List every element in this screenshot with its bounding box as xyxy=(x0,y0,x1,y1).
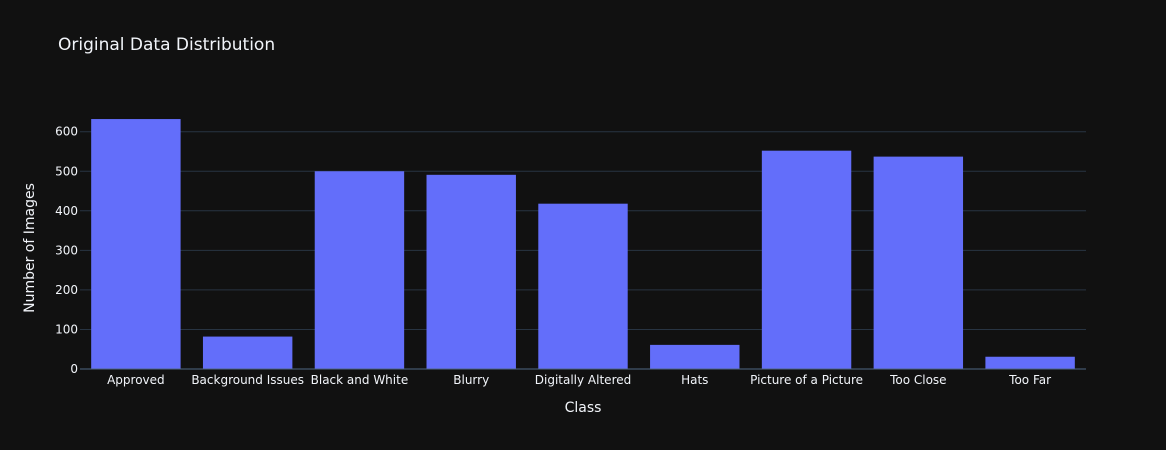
bar[interactable] xyxy=(91,119,181,370)
bar[interactable] xyxy=(761,150,852,369)
y-tick-label: 400 xyxy=(55,204,78,218)
x-tick-label: Picture of a Picture xyxy=(750,373,863,387)
bars-layer xyxy=(80,119,1086,370)
bar[interactable] xyxy=(873,156,964,369)
chart-title: Original Data Distribution xyxy=(58,35,275,55)
x-tick-label: Too Far xyxy=(1008,373,1051,387)
y-tick-label: 100 xyxy=(55,322,78,336)
x-tick-label: Hats xyxy=(681,373,708,387)
y-tick-label: 300 xyxy=(55,243,78,257)
x-tick-label: Approved xyxy=(107,373,165,387)
x-tick-label: Too Close xyxy=(889,373,946,387)
y-tick-label: 600 xyxy=(55,125,78,139)
y-tick-label: 0 xyxy=(70,362,78,376)
y-tick-label: 200 xyxy=(55,283,78,297)
bar[interactable] xyxy=(202,336,293,369)
bar[interactable] xyxy=(426,174,516,369)
bar[interactable] xyxy=(650,344,740,369)
bar[interactable] xyxy=(985,356,1075,369)
x-axis-title: Class xyxy=(565,400,602,416)
y-tick-label: 500 xyxy=(55,164,78,178)
x-tick-label: Digitally Altered xyxy=(535,373,631,387)
bar[interactable] xyxy=(538,203,628,369)
x-tick-label: Background Issues xyxy=(191,373,304,387)
y-tick-labels: 0 100 200 300 400 500 600 xyxy=(55,125,78,376)
y-axis-title: Number of Images xyxy=(22,183,38,313)
x-tick-label: Black and White xyxy=(311,373,409,387)
x-tick-labels: Approved Background Issues Black and White… xyxy=(107,373,1051,387)
x-tick-label: Blurry xyxy=(453,373,489,387)
bar[interactable] xyxy=(314,171,405,369)
